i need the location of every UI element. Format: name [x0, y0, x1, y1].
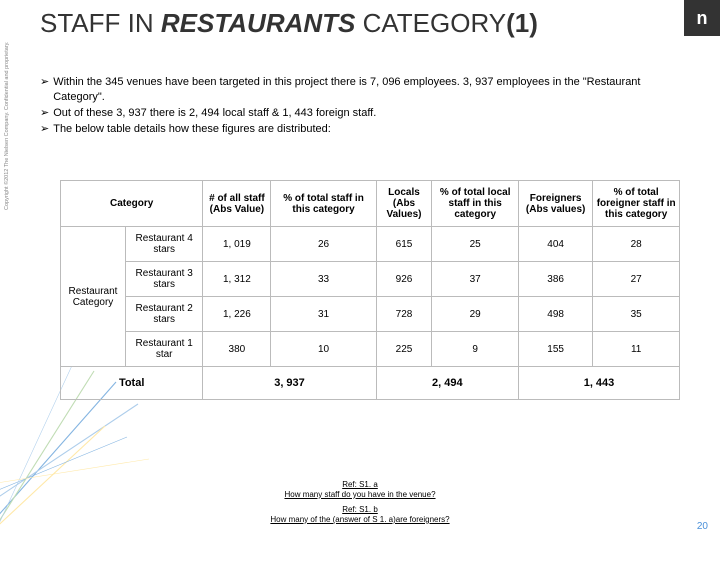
- cell: 380: [203, 332, 271, 367]
- ref1-text: How many staff do you have in the venue?: [284, 490, 435, 499]
- total-label: Total: [61, 367, 203, 400]
- total-locals: 2, 494: [376, 367, 518, 400]
- col-foreigners: Foreigners (Abs values): [519, 181, 593, 227]
- title-em: RESTAURANTS: [161, 8, 356, 38]
- cell: 225: [376, 332, 432, 367]
- col-locals: Locals (Abs Values): [376, 181, 432, 227]
- title-suffix: (1): [506, 8, 538, 38]
- cell: 498: [519, 297, 593, 332]
- page-title: STAFF IN RESTAURANTS CATEGORY(1): [40, 8, 538, 39]
- cell: 35: [593, 297, 680, 332]
- cell: 11: [593, 332, 680, 367]
- cell: 31: [271, 297, 376, 332]
- ref1-title: Ref: S1. a: [342, 480, 378, 489]
- bullet-marker-icon: ➢: [40, 122, 49, 137]
- reference-block: Ref: S1. a How many staff do you have in…: [0, 480, 720, 524]
- cell: 25: [432, 227, 519, 262]
- col-category: Category: [61, 181, 203, 227]
- row-label: Restaurant 1 star: [125, 332, 202, 367]
- bullet-text: Within the 345 venues have been targeted…: [53, 75, 680, 105]
- logo: n: [684, 0, 720, 36]
- cell: 33: [271, 262, 376, 297]
- cell: 926: [376, 262, 432, 297]
- cell: 155: [519, 332, 593, 367]
- ref2-text: How many of the (answer of S 1. a)are fo…: [270, 515, 449, 524]
- cell: 9: [432, 332, 519, 367]
- cell: 1, 019: [203, 227, 271, 262]
- cell: 615: [376, 227, 432, 262]
- table-row: Restaurant 1 star 380 10 225 9 155 11: [61, 332, 680, 367]
- ref2-title: Ref: S1. b: [342, 505, 378, 514]
- table-header-row: Category # of all staff (Abs Value) % of…: [61, 181, 680, 227]
- cell: 404: [519, 227, 593, 262]
- copyright-text: Copyright ©2012 The Nielsen Company. Con…: [4, 41, 10, 210]
- bullet-item: ➢Within the 345 venues have been targete…: [40, 75, 680, 105]
- row-label: Restaurant 3 stars: [125, 262, 202, 297]
- bullet-item: ➢ Out of these 3, 937 there is 2, 494 loc…: [40, 106, 680, 121]
- bullet-marker-icon: ➢: [40, 75, 49, 105]
- table-row: Restaurant 3 stars 1, 312 33 926 37 386 …: [61, 262, 680, 297]
- table-row: Restaurant Category Restaurant 4 stars 1…: [61, 227, 680, 262]
- cell: 386: [519, 262, 593, 297]
- title-pre: STAFF IN: [40, 8, 161, 38]
- bullet-item: ➢ The below table details how these figur…: [40, 122, 680, 137]
- total-foreign: 1, 443: [519, 367, 680, 400]
- table-total-row: Total 3, 937 2, 494 1, 443: [61, 367, 680, 400]
- col-pct-foreigners: % of total foreigner staff in this categ…: [593, 181, 680, 227]
- col-pct-all: % of total staff in this category: [271, 181, 376, 227]
- cell: 27: [593, 262, 680, 297]
- bullet-text: Out of these 3, 937 there is 2, 494 loca…: [53, 106, 376, 121]
- cell: 29: [432, 297, 519, 332]
- staff-table: Category # of all staff (Abs Value) % of…: [60, 180, 680, 400]
- page-number: 20: [697, 521, 708, 532]
- title-post: CATEGORY: [355, 8, 506, 38]
- total-all: 3, 937: [203, 367, 376, 400]
- row-label: Restaurant 4 stars: [125, 227, 202, 262]
- cell: 728: [376, 297, 432, 332]
- cell: 26: [271, 227, 376, 262]
- cell: 37: [432, 262, 519, 297]
- cell: 10: [271, 332, 376, 367]
- bullet-list: ➢Within the 345 venues have been targete…: [40, 75, 680, 137]
- category-group: Restaurant Category: [61, 227, 126, 367]
- cell: 1, 226: [203, 297, 271, 332]
- cell: 1, 312: [203, 262, 271, 297]
- cell: 28: [593, 227, 680, 262]
- table-row: Restaurant 2 stars 1, 226 31 728 29 498 …: [61, 297, 680, 332]
- bullet-marker-icon: ➢: [40, 106, 49, 121]
- bullet-text: The below table details how these figure…: [53, 122, 331, 137]
- col-all-staff: # of all staff (Abs Value): [203, 181, 271, 227]
- row-label: Restaurant 2 stars: [125, 297, 202, 332]
- col-pct-locals: % of total local staff in this category: [432, 181, 519, 227]
